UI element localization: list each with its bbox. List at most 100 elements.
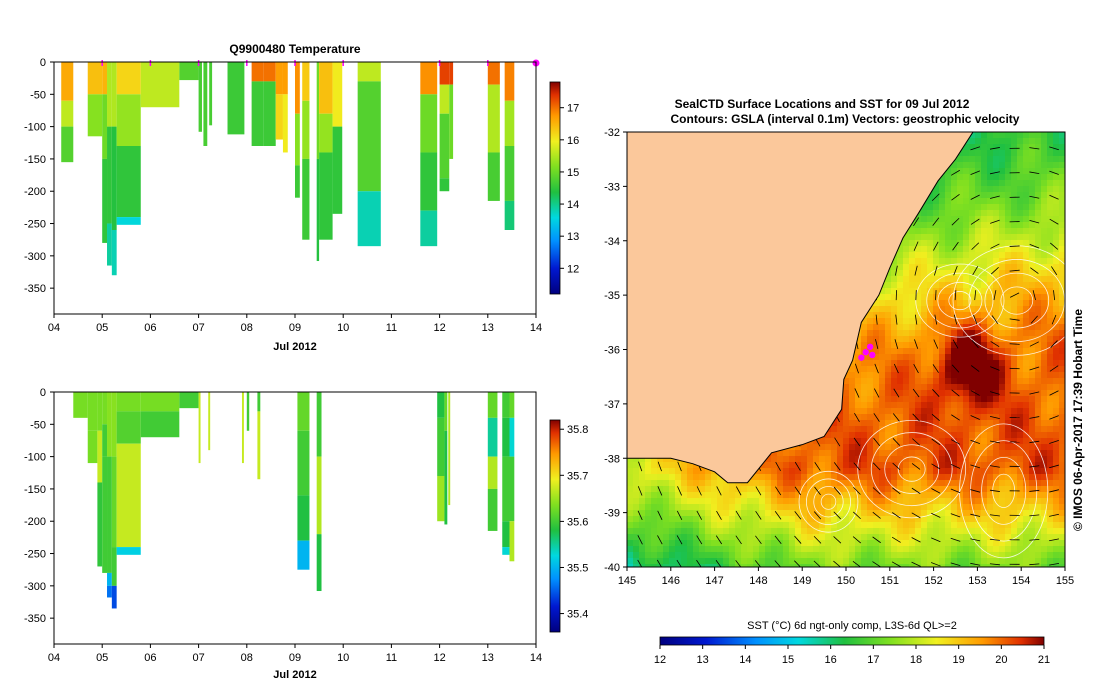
sst-cell: [981, 372, 988, 379]
sst-cell: [999, 156, 1006, 163]
sst-cell: [927, 204, 934, 211]
sst-cell: [891, 408, 898, 415]
sst-cell: [765, 462, 772, 469]
sst-cell: [1047, 510, 1054, 517]
sst-cell: [987, 300, 994, 307]
sst-cell: [717, 498, 724, 505]
profile-cell: [102, 424, 108, 457]
sst-cell: [759, 492, 766, 499]
sst-cell: [945, 354, 952, 361]
sst-cell: [1041, 492, 1048, 499]
profile-cell: [319, 113, 333, 153]
sst-cell: [981, 462, 988, 469]
colorbar-tick-label: 13: [567, 231, 579, 243]
sst-cell: [927, 216, 934, 223]
sst-cell: [837, 414, 844, 421]
sst-cell: [801, 498, 808, 505]
sst-cell: [915, 222, 922, 229]
sst-cell: [867, 330, 874, 337]
sst-cell: [999, 336, 1006, 343]
sst-cell: [987, 150, 994, 157]
sst-cell: [1047, 234, 1054, 241]
sst-cell: [999, 132, 1006, 139]
sst-cell: [951, 228, 958, 235]
sst-cell: [897, 294, 904, 301]
profile-cell: [251, 62, 264, 82]
sst-cell: [789, 504, 796, 511]
sst-cell: [945, 246, 952, 253]
sst-cell: [639, 474, 646, 481]
sst-cell: [753, 504, 760, 511]
sst-cell: [855, 396, 862, 403]
sst-cell: [987, 444, 994, 451]
sst-cell: [945, 510, 952, 517]
sst-cell: [1029, 240, 1036, 247]
sst-cell: [765, 486, 772, 493]
sst-cell: [777, 510, 784, 517]
sst-cell: [1047, 408, 1054, 415]
sst-cell: [1011, 408, 1018, 415]
sst-cell: [873, 510, 880, 517]
sst-cell: [1035, 312, 1042, 319]
sst-cell: [861, 408, 868, 415]
profile-cell: [509, 392, 515, 418]
sst-cell: [645, 498, 652, 505]
sst-cell: [861, 486, 868, 493]
sst-cell: [933, 252, 940, 259]
sst-cell: [963, 450, 970, 457]
sst-cell: [987, 192, 994, 199]
sst-cell: [975, 414, 982, 421]
sst-cell: [711, 516, 718, 523]
sst-cell: [927, 366, 934, 373]
sst-cell: [975, 426, 982, 433]
sst-cell: [939, 216, 946, 223]
sst-cell: [909, 438, 916, 445]
sst-cell: [1047, 174, 1054, 181]
sst-cell: [777, 462, 784, 469]
sst-cell: [849, 510, 856, 517]
sst-cell: [1041, 132, 1048, 139]
sst-cell: [1005, 198, 1012, 205]
sst-cell: [951, 264, 958, 271]
sst-cell: [921, 336, 928, 343]
sst-cell: [885, 390, 892, 397]
sst-cell: [939, 438, 946, 445]
sst-cell: [939, 210, 946, 217]
sst-cell: [1023, 318, 1030, 325]
sst-cell: [951, 414, 958, 421]
sst-cell: [903, 486, 910, 493]
x-tick-label: 05: [96, 322, 108, 334]
sst-cell: [819, 450, 826, 457]
sst-cell: [1029, 204, 1036, 211]
sst-cell: [723, 492, 730, 499]
sst-cell: [915, 318, 922, 325]
sst-cell: [1047, 150, 1054, 157]
sst-cell: [633, 468, 640, 475]
sst-cell: [975, 498, 982, 505]
sst-cell: [1047, 210, 1054, 217]
sst-cell: [879, 426, 886, 433]
sst-cell: [717, 504, 724, 511]
sst-cell: [903, 330, 910, 337]
sst-cell: [657, 516, 664, 523]
sst-cell: [1011, 336, 1018, 343]
sst-cell: [663, 456, 670, 463]
sst-cell: [1047, 246, 1054, 253]
profile-cell: [61, 62, 74, 101]
sst-cell: [831, 456, 838, 463]
profile-cell: [439, 178, 450, 192]
y-tick-label: -150: [24, 484, 46, 496]
sst-cell: [765, 456, 772, 463]
sst-cell: [873, 318, 880, 325]
sst-cell: [783, 456, 790, 463]
sst-cell: [975, 366, 982, 373]
sst-cell: [981, 354, 988, 361]
profile-cell: [332, 62, 343, 127]
sst-cell: [975, 228, 982, 235]
sst-cell: [933, 474, 940, 481]
sst-cell: [951, 354, 958, 361]
sst-cell: [1017, 216, 1024, 223]
sst-cell: [657, 468, 664, 475]
sst-cell: [1035, 180, 1042, 187]
